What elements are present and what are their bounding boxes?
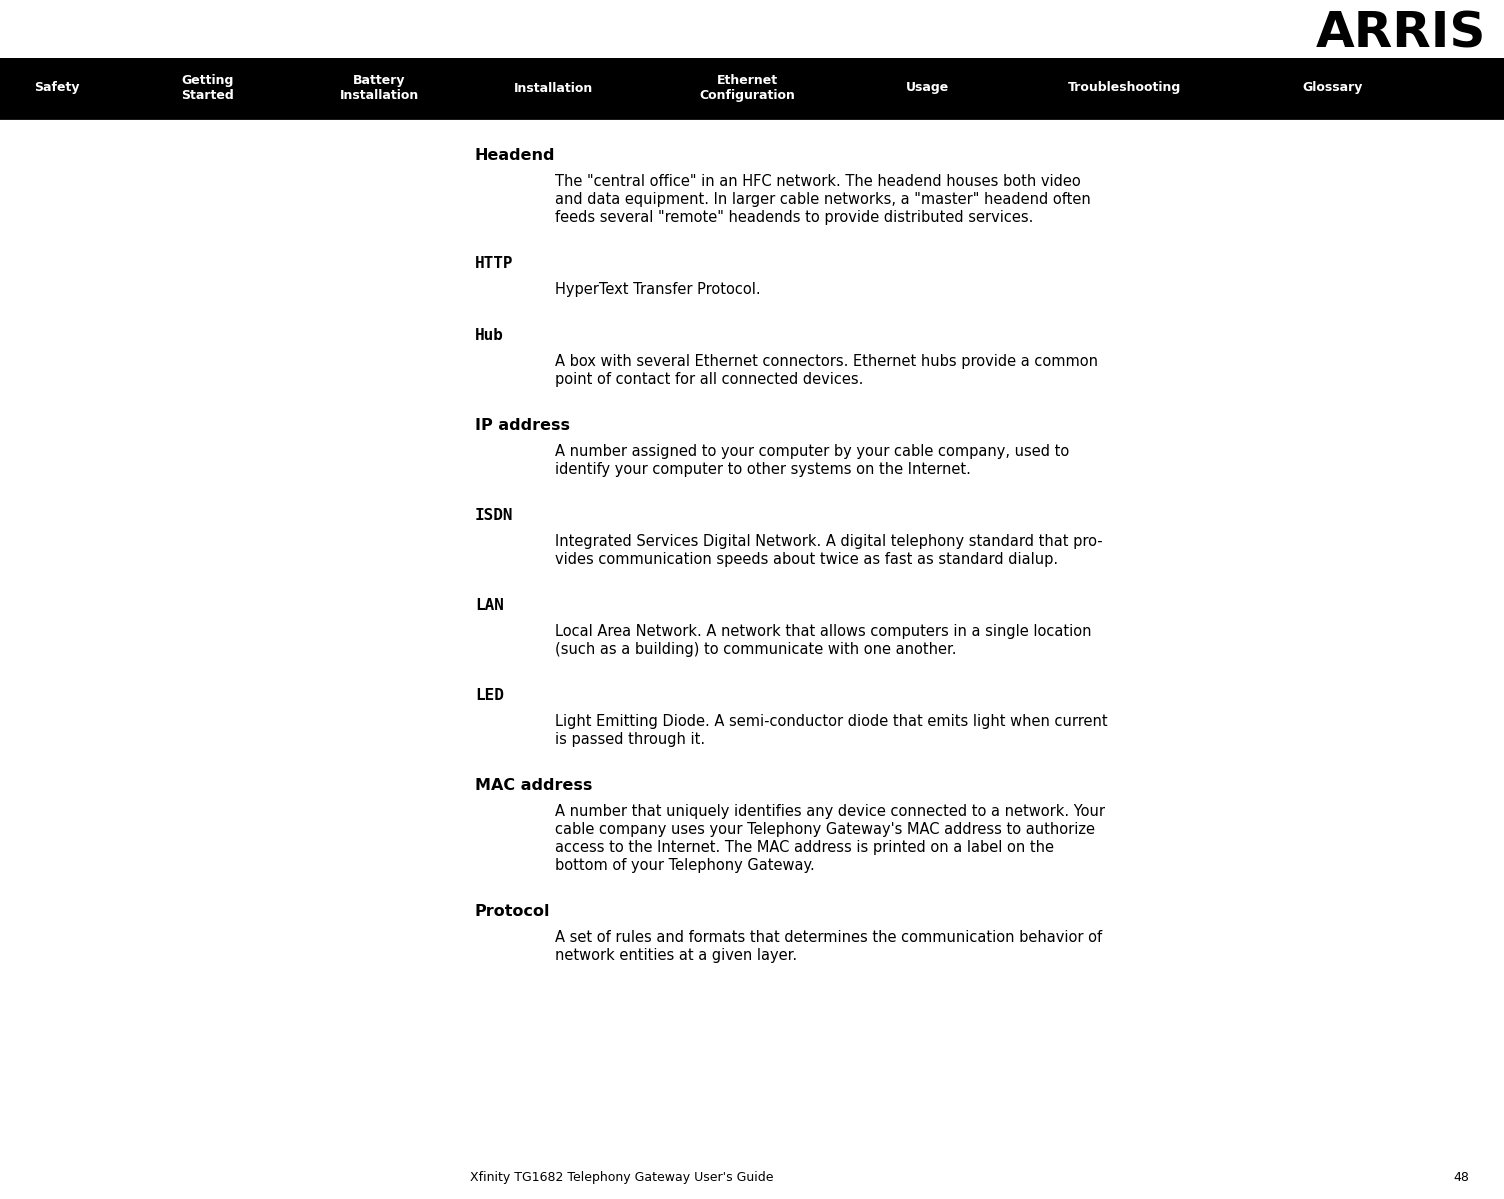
Text: feeds several "remote" headends to provide distributed services.: feeds several "remote" headends to provi… [555,210,1033,225]
Text: Headend: Headend [475,147,555,163]
Text: LAN: LAN [475,598,504,613]
Text: ARRIS: ARRIS [1316,10,1486,58]
Text: Protocol: Protocol [475,904,550,918]
Text: bottom of your Telephony Gateway.: bottom of your Telephony Gateway. [555,858,815,873]
Text: cable company uses your Telephony Gateway's MAC address to authorize: cable company uses your Telephony Gatewa… [555,823,1095,837]
Bar [0,58,1504,118]
Text: HTTP: HTTP [475,257,513,271]
Text: IP address: IP address [475,418,570,433]
Text: Ethernet
Configuration: Ethernet Configuration [699,74,796,102]
Text: (such as a building) to communicate with one another.: (such as a building) to communicate with… [555,641,957,657]
Text: HyperText Transfer Protocol.: HyperText Transfer Protocol. [555,282,761,297]
Text: A set of rules and formats that determines the communication behavior of: A set of rules and formats that determin… [555,930,1102,945]
Text: A number assigned to your computer by your cable company, used to: A number assigned to your computer by yo… [555,444,1069,459]
Text: Hub: Hub [475,329,504,343]
Text: Usage: Usage [907,82,949,95]
Text: MAC address: MAC address [475,778,593,793]
Text: and data equipment. In larger cable networks, a "master" headend often: and data equipment. In larger cable netw… [555,192,1090,207]
Text: Integrated Services Digital Network. A digital telephony standard that pro-: Integrated Services Digital Network. A d… [555,534,1102,549]
Text: Troubleshooting: Troubleshooting [1068,82,1182,95]
Text: access to the Internet. The MAC address is printed on a label on the: access to the Internet. The MAC address … [555,840,1054,855]
Text: vides communication speeds about twice as fast as standard dialup.: vides communication speeds about twice a… [555,552,1059,567]
Text: Getting
Started: Getting Started [180,74,235,102]
Text: Installation: Installation [514,82,593,95]
Text: Safety: Safety [35,82,80,95]
Text: Local Area Network. A network that allows computers in a single location: Local Area Network. A network that allow… [555,623,1092,639]
Text: A number that uniquely identifies any device connected to a network. Your: A number that uniquely identifies any de… [555,805,1105,819]
Text: network entities at a given layer.: network entities at a given layer. [555,948,797,963]
Text: point of contact for all connected devices.: point of contact for all connected devic… [555,372,863,387]
Text: The "central office" in an HFC network. The headend houses both video: The "central office" in an HFC network. … [555,174,1081,189]
Text: LED: LED [475,688,504,703]
Text: is passed through it.: is passed through it. [555,733,705,747]
Text: ISDN: ISDN [475,508,513,523]
Text: Light Emitting Diode. A semi-conductor diode that emits light when current: Light Emitting Diode. A semi-conductor d… [555,713,1107,729]
Text: A box with several Ethernet connectors. Ethernet hubs provide a common: A box with several Ethernet connectors. … [555,354,1098,369]
Text: Glossary: Glossary [1302,82,1363,95]
Text: identify your computer to other systems on the Internet.: identify your computer to other systems … [555,462,972,477]
Text: Xfinity TG1682 Telephony Gateway User's Guide: Xfinity TG1682 Telephony Gateway User's … [469,1171,773,1183]
Text: 48: 48 [1453,1171,1469,1183]
Text: Battery
Installation: Battery Installation [340,74,418,102]
